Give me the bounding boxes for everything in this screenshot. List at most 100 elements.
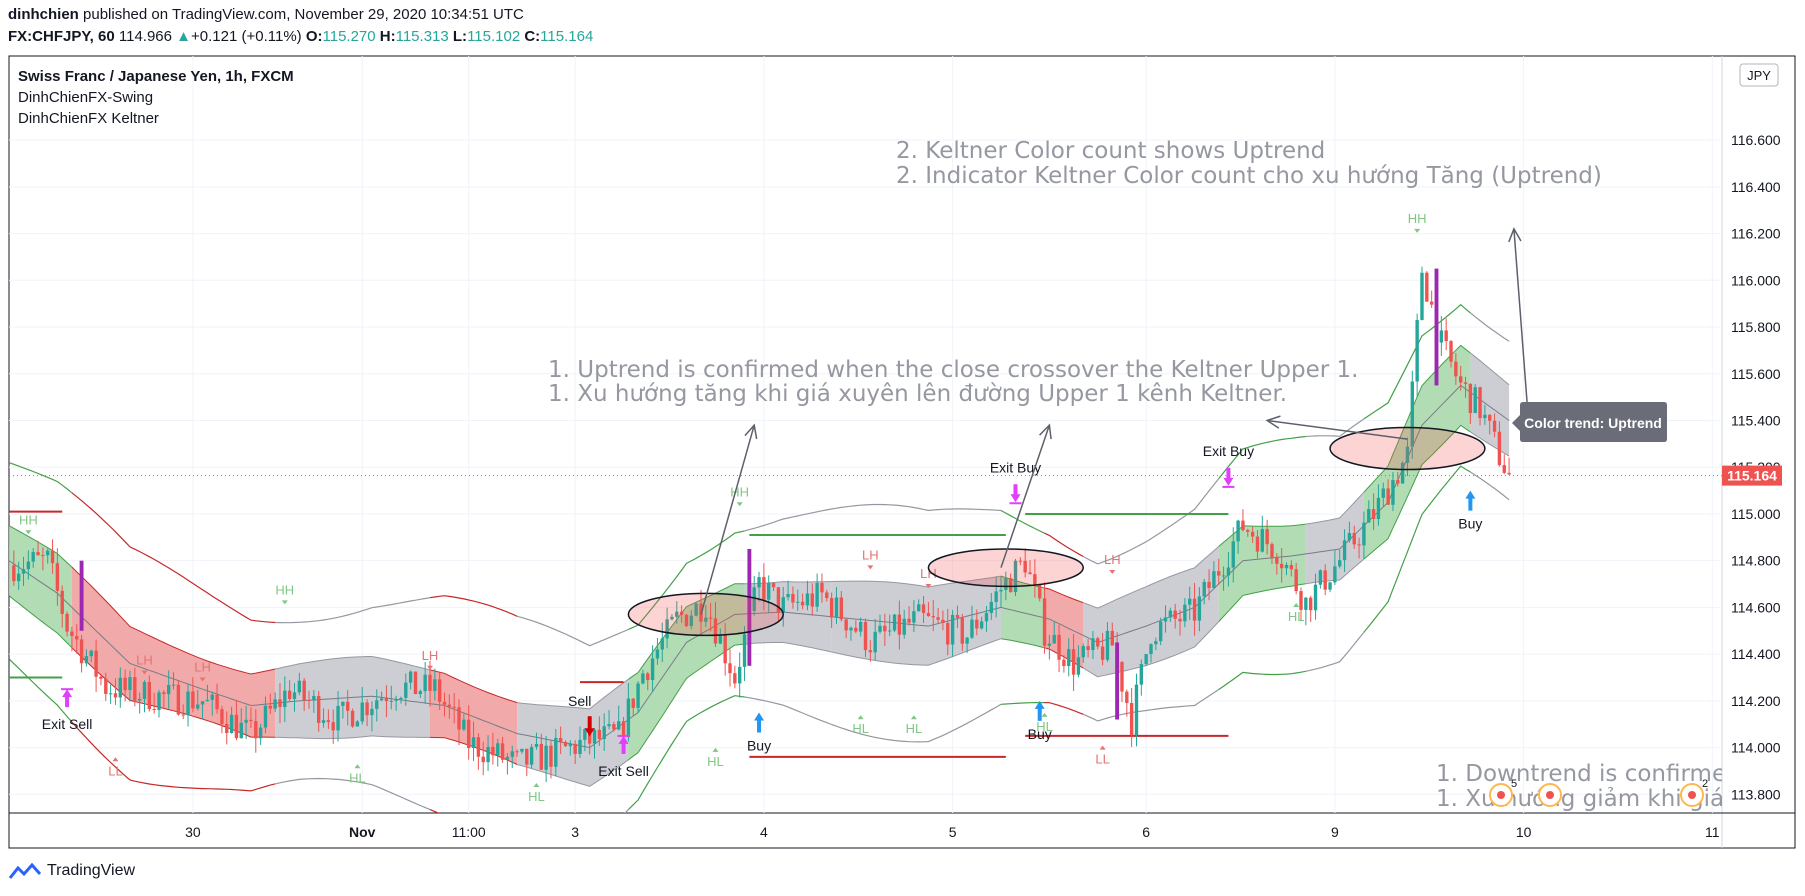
footer-brand[interactable]: TradingView (8, 862, 135, 880)
candle[interactable] (283, 676, 287, 723)
candle[interactable] (708, 602, 713, 632)
candle[interactable] (829, 592, 834, 628)
candle[interactable] (539, 733, 543, 771)
candle[interactable] (679, 605, 684, 623)
candle[interactable] (1231, 527, 1235, 583)
candle[interactable] (1323, 564, 1327, 595)
candle[interactable] (1139, 659, 1144, 696)
drawings[interactable] (627, 227, 1530, 637)
candle[interactable] (941, 610, 945, 631)
candle[interactable] (1386, 479, 1390, 505)
candle[interactable] (762, 563, 766, 611)
candle[interactable] (723, 623, 727, 676)
candle[interactable] (1221, 566, 1226, 591)
candle[interactable] (500, 736, 505, 763)
candle[interactable] (844, 618, 848, 639)
candle[interactable] (370, 701, 374, 732)
candle[interactable] (157, 689, 161, 718)
candle[interactable] (1260, 515, 1264, 553)
candle[interactable] (423, 661, 427, 704)
candle[interactable] (858, 617, 863, 637)
candle[interactable] (1246, 528, 1250, 537)
candle[interactable] (1342, 529, 1347, 572)
candle[interactable] (16, 561, 21, 590)
candle[interactable] (1294, 562, 1298, 595)
candle[interactable] (970, 605, 974, 640)
candle[interactable] (1313, 573, 1318, 620)
candle[interactable] (926, 601, 931, 617)
candle[interactable] (1507, 457, 1511, 475)
candle[interactable] (404, 673, 408, 706)
candle[interactable] (1018, 557, 1023, 566)
candle[interactable] (336, 691, 340, 742)
candle[interactable] (1444, 318, 1448, 351)
candle[interactable] (1265, 519, 1269, 555)
candle[interactable] (950, 609, 955, 657)
candle[interactable] (525, 748, 529, 776)
candle[interactable] (984, 605, 989, 632)
candle[interactable] (1154, 637, 1158, 651)
candle[interactable] (776, 586, 781, 623)
candle[interactable] (1178, 609, 1182, 636)
candle[interactable] (360, 687, 364, 725)
candle[interactable] (166, 670, 171, 709)
candle[interactable] (196, 689, 200, 711)
candle[interactable] (1396, 471, 1400, 487)
candle[interactable] (592, 728, 597, 759)
candle[interactable] (1449, 339, 1453, 368)
candle[interactable] (791, 586, 795, 609)
candle[interactable] (1333, 550, 1337, 585)
candle[interactable] (1197, 587, 1202, 632)
candle[interactable] (975, 609, 979, 636)
candle[interactable] (1381, 482, 1385, 507)
candle[interactable] (229, 706, 234, 734)
candle[interactable] (476, 733, 481, 770)
candle[interactable] (287, 680, 292, 702)
candle[interactable] (278, 683, 282, 724)
candle[interactable] (1008, 573, 1013, 593)
candle[interactable] (1468, 383, 1473, 424)
candle[interactable] (646, 671, 650, 691)
candle[interactable] (1188, 586, 1192, 620)
candle[interactable] (1100, 632, 1105, 666)
candle[interactable] (800, 593, 805, 610)
candle[interactable] (554, 728, 558, 777)
candle[interactable] (108, 684, 113, 704)
candle[interactable] (481, 741, 485, 776)
candle[interactable] (965, 636, 969, 653)
candle[interactable] (1284, 562, 1289, 576)
candle[interactable] (486, 735, 490, 771)
candle[interactable] (810, 583, 814, 616)
candle[interactable] (839, 590, 843, 622)
candle[interactable] (1279, 548, 1284, 583)
candle[interactable] (263, 696, 268, 734)
candle[interactable] (442, 692, 447, 717)
candle[interactable] (104, 672, 108, 701)
candle[interactable] (733, 665, 737, 689)
candle[interactable] (225, 711, 229, 745)
candle[interactable] (1338, 549, 1342, 569)
candle[interactable] (1033, 559, 1037, 598)
candle[interactable] (375, 689, 379, 722)
candle[interactable] (205, 684, 210, 702)
candle[interactable] (505, 753, 510, 775)
candle[interactable] (191, 677, 195, 713)
candle[interactable] (70, 626, 74, 652)
candle[interactable] (1459, 365, 1463, 391)
candle[interactable] (1488, 414, 1492, 435)
candle[interactable] (36, 540, 40, 556)
candle[interactable] (346, 689, 350, 726)
candle[interactable] (752, 576, 756, 616)
candle[interactable] (1318, 569, 1323, 589)
candle[interactable] (563, 740, 568, 747)
candle[interactable] (510, 745, 514, 768)
candle[interactable] (41, 547, 45, 571)
candle[interactable] (767, 575, 771, 613)
currency-badge[interactable]: JPY (1739, 63, 1779, 87)
candle[interactable] (907, 606, 911, 626)
candle[interactable] (1192, 582, 1197, 636)
candle[interactable] (529, 744, 534, 769)
candle[interactable] (713, 602, 718, 647)
candle[interactable] (457, 699, 461, 746)
